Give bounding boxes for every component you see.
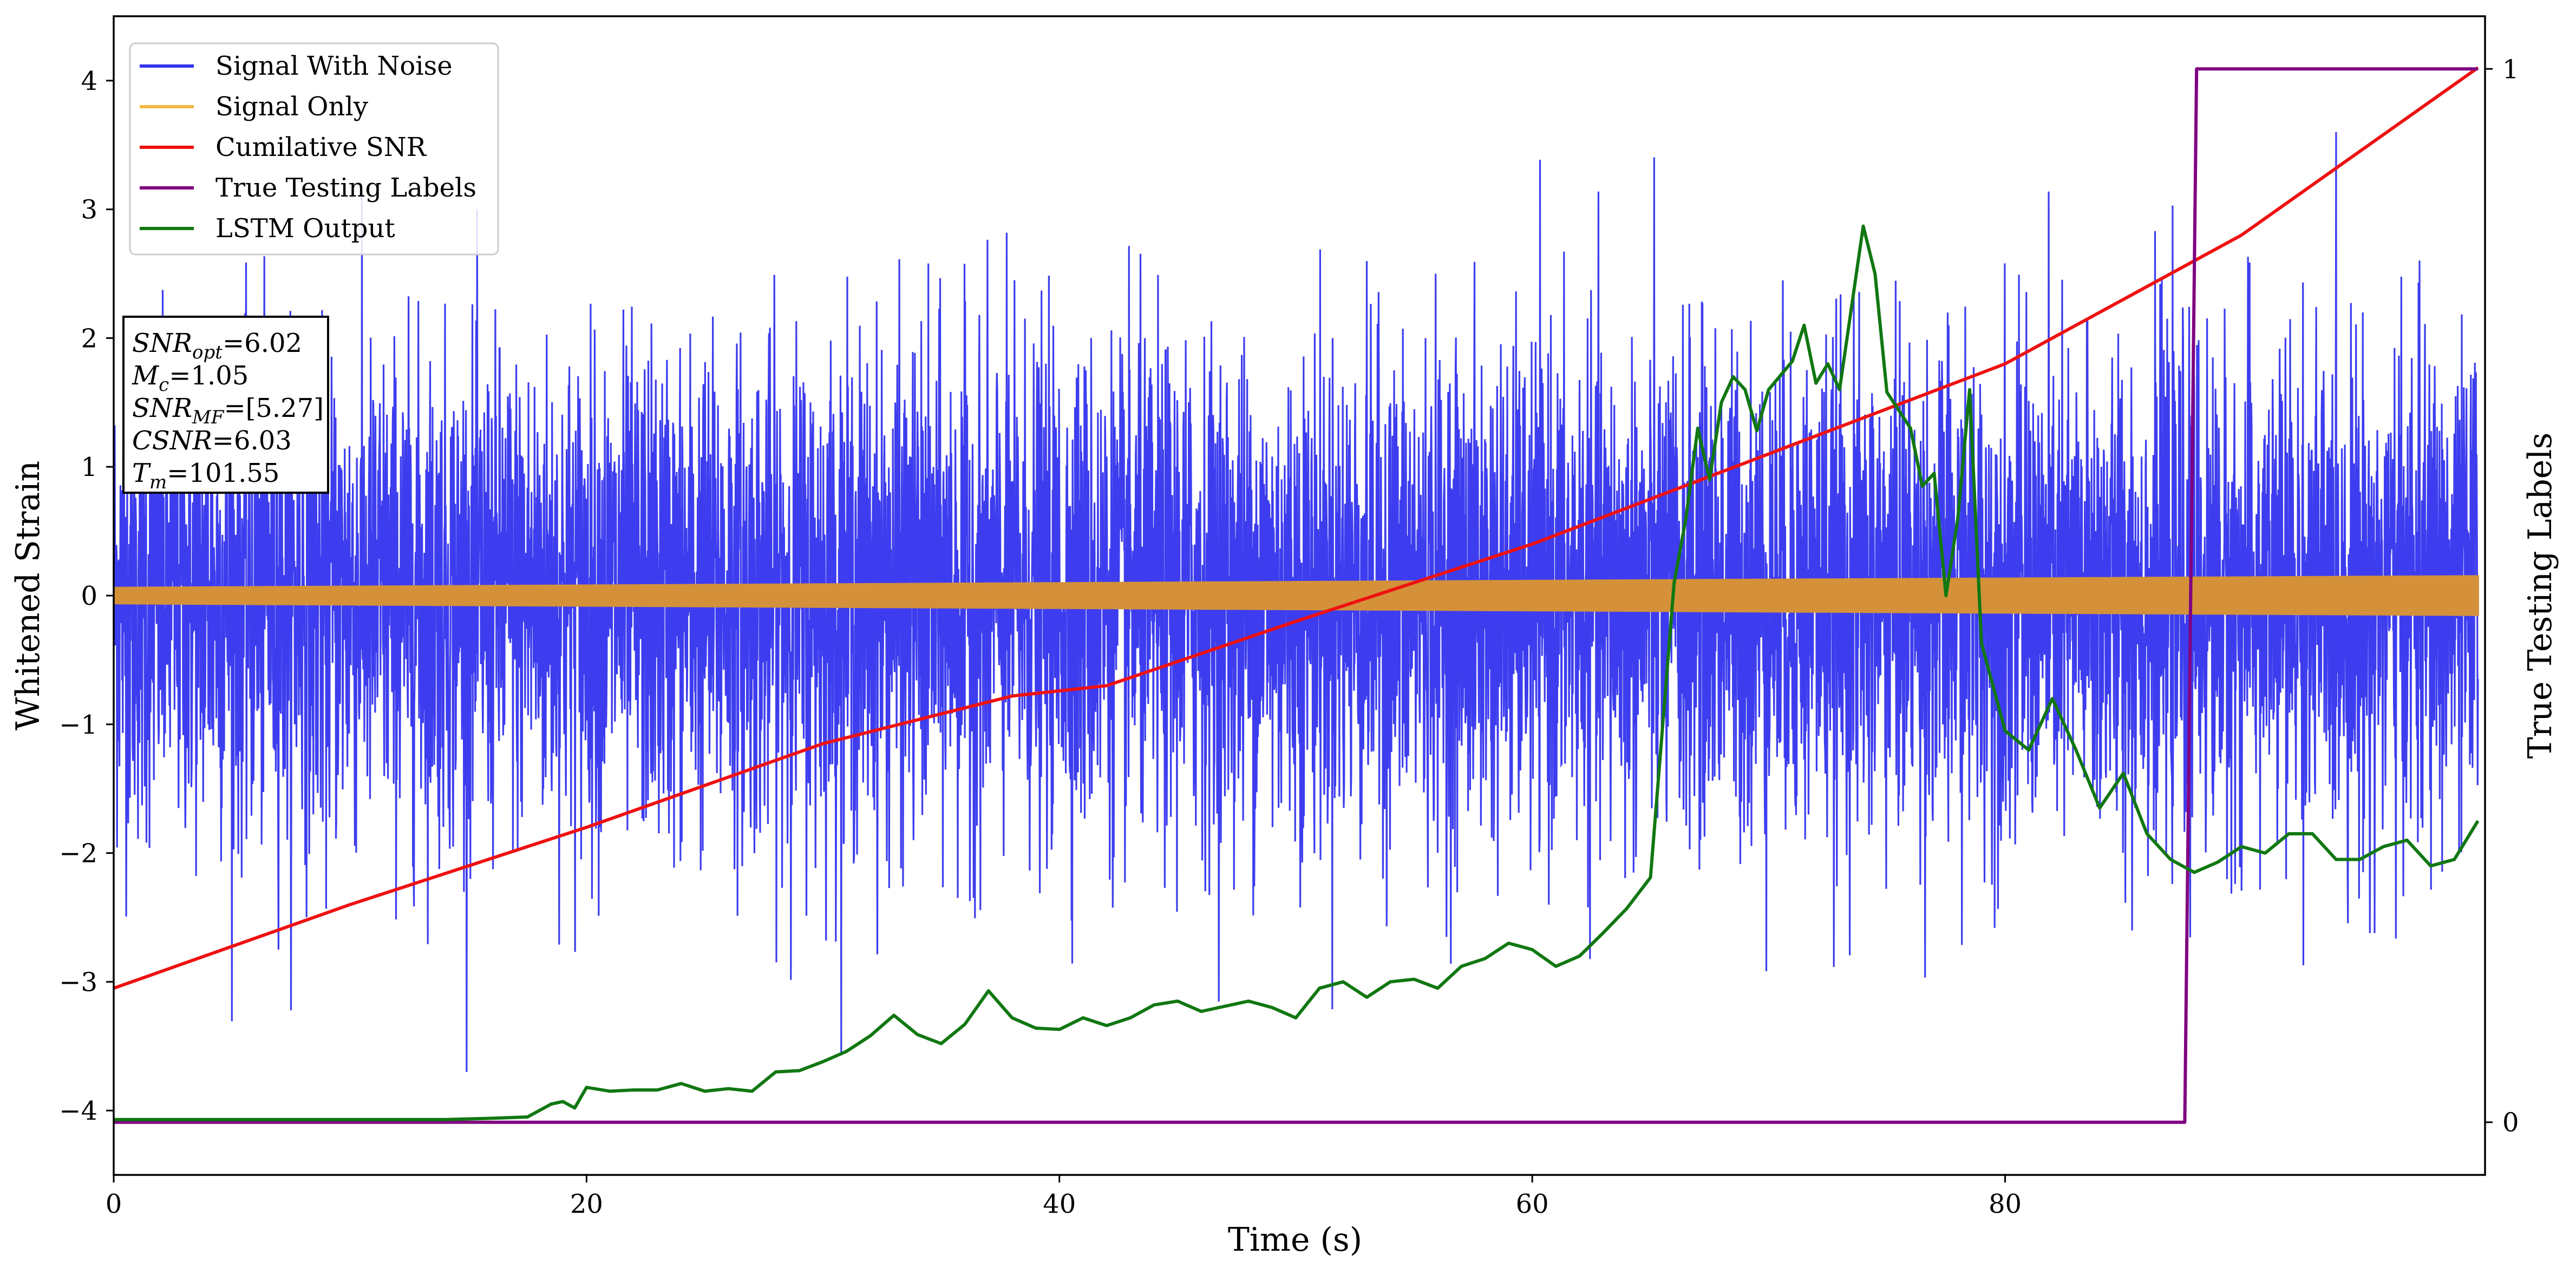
legend-label-lstm-output: LSTM Output bbox=[215, 213, 395, 244]
info-line: Mc=1.05 bbox=[132, 361, 249, 396]
legend-label-cumilative-snr: Cumilative SNR bbox=[215, 132, 427, 162]
y-tick-label-left: −1 bbox=[59, 710, 97, 740]
y-tick-label-left: 4 bbox=[81, 66, 97, 96]
series-line-signal-only bbox=[114, 575, 2479, 616]
legend: Signal With Noise Signal Only Cumilative S… bbox=[129, 42, 499, 256]
plot-area bbox=[114, 66, 2480, 1124]
info-line: SNRopt=6.02 bbox=[132, 328, 302, 363]
y-tick-label-right: 1 bbox=[2502, 54, 2519, 84]
x-tick-label: 20 bbox=[570, 1189, 603, 1219]
y-tick-label-left: 2 bbox=[81, 323, 97, 354]
y-tick-label-right: 0 bbox=[2502, 1108, 2519, 1138]
y-tick-label-left: −4 bbox=[59, 1096, 97, 1126]
info-line: CSNR=6.03 bbox=[132, 426, 292, 456]
y-tick-label-left: −2 bbox=[59, 839, 97, 869]
y-tick-label-left: 0 bbox=[81, 581, 97, 611]
x-tick-label: 40 bbox=[1043, 1189, 1076, 1219]
series-line-true-testing-labels bbox=[114, 67, 2478, 1124]
y-tick-label-left: −3 bbox=[59, 967, 97, 997]
x-tick-label: 0 bbox=[106, 1189, 122, 1219]
x-tick-label: 60 bbox=[1516, 1189, 1549, 1219]
legend-label-signal-with-noise: Signal With Noise bbox=[215, 51, 453, 81]
y-tick-label-left: 1 bbox=[81, 452, 97, 482]
x-axis-label: Time (s) bbox=[1228, 1221, 1362, 1259]
y-axis-label-right: True Testing Labels bbox=[2521, 433, 2559, 759]
series-line-cumilative-snr bbox=[114, 66, 2479, 990]
info-box-frame bbox=[122, 316, 329, 494]
legend-label-signal-only: Signal Only bbox=[215, 92, 368, 122]
info-box: SNRopt=6.02Mc=1.05SNRMF=[5.27]CSNR=6.03T… bbox=[122, 316, 329, 494]
legend-label-true-testing-labels: True Testing Labels bbox=[215, 173, 476, 203]
legend-box bbox=[129, 42, 499, 256]
x-tick-label: 80 bbox=[1989, 1189, 2022, 1219]
series-line-lstm-output bbox=[114, 224, 2480, 1121]
info-line: Tm=101.55 bbox=[132, 458, 279, 493]
info-line: SNRMF=[5.27] bbox=[132, 393, 324, 428]
y-axis-label-left: Whitened Strain bbox=[9, 461, 47, 730]
y-tick-label-left: 3 bbox=[81, 195, 97, 225]
